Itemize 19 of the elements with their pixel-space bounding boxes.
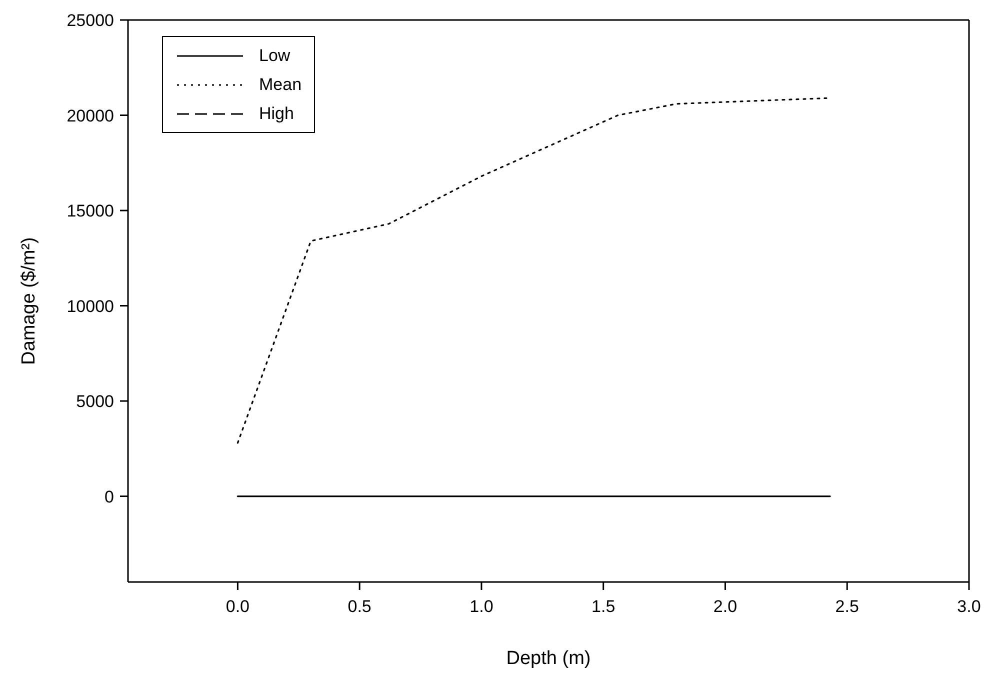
legend-label: Low: [259, 46, 290, 66]
y-tick-label: 5000: [76, 392, 114, 412]
y-tick-label: 25000: [66, 11, 114, 30]
x-tick-label: 2.0: [713, 597, 738, 616]
x-axis-title: Depth (m): [506, 648, 591, 669]
x-tick-label: 0.5: [348, 597, 372, 616]
x-tick-label: 3.0: [957, 597, 981, 616]
y-axis-title: Damage ($/m²): [18, 237, 40, 365]
legend-label: Mean: [259, 74, 302, 94]
legend-label: High: [259, 104, 294, 124]
x-tick-label: 1.5: [592, 597, 616, 616]
x-tick-label: 2.5: [835, 597, 859, 616]
x-tick-label: 0.0: [226, 597, 250, 616]
y-tick-label: 0: [104, 487, 114, 506]
y-tick-label: 20000: [66, 106, 114, 126]
line-series: [236, 97, 828, 444]
y-tick-label: 15000: [66, 202, 114, 221]
y-tick-label: 10000: [66, 296, 114, 316]
x-tick-label: 1.0: [470, 597, 494, 616]
